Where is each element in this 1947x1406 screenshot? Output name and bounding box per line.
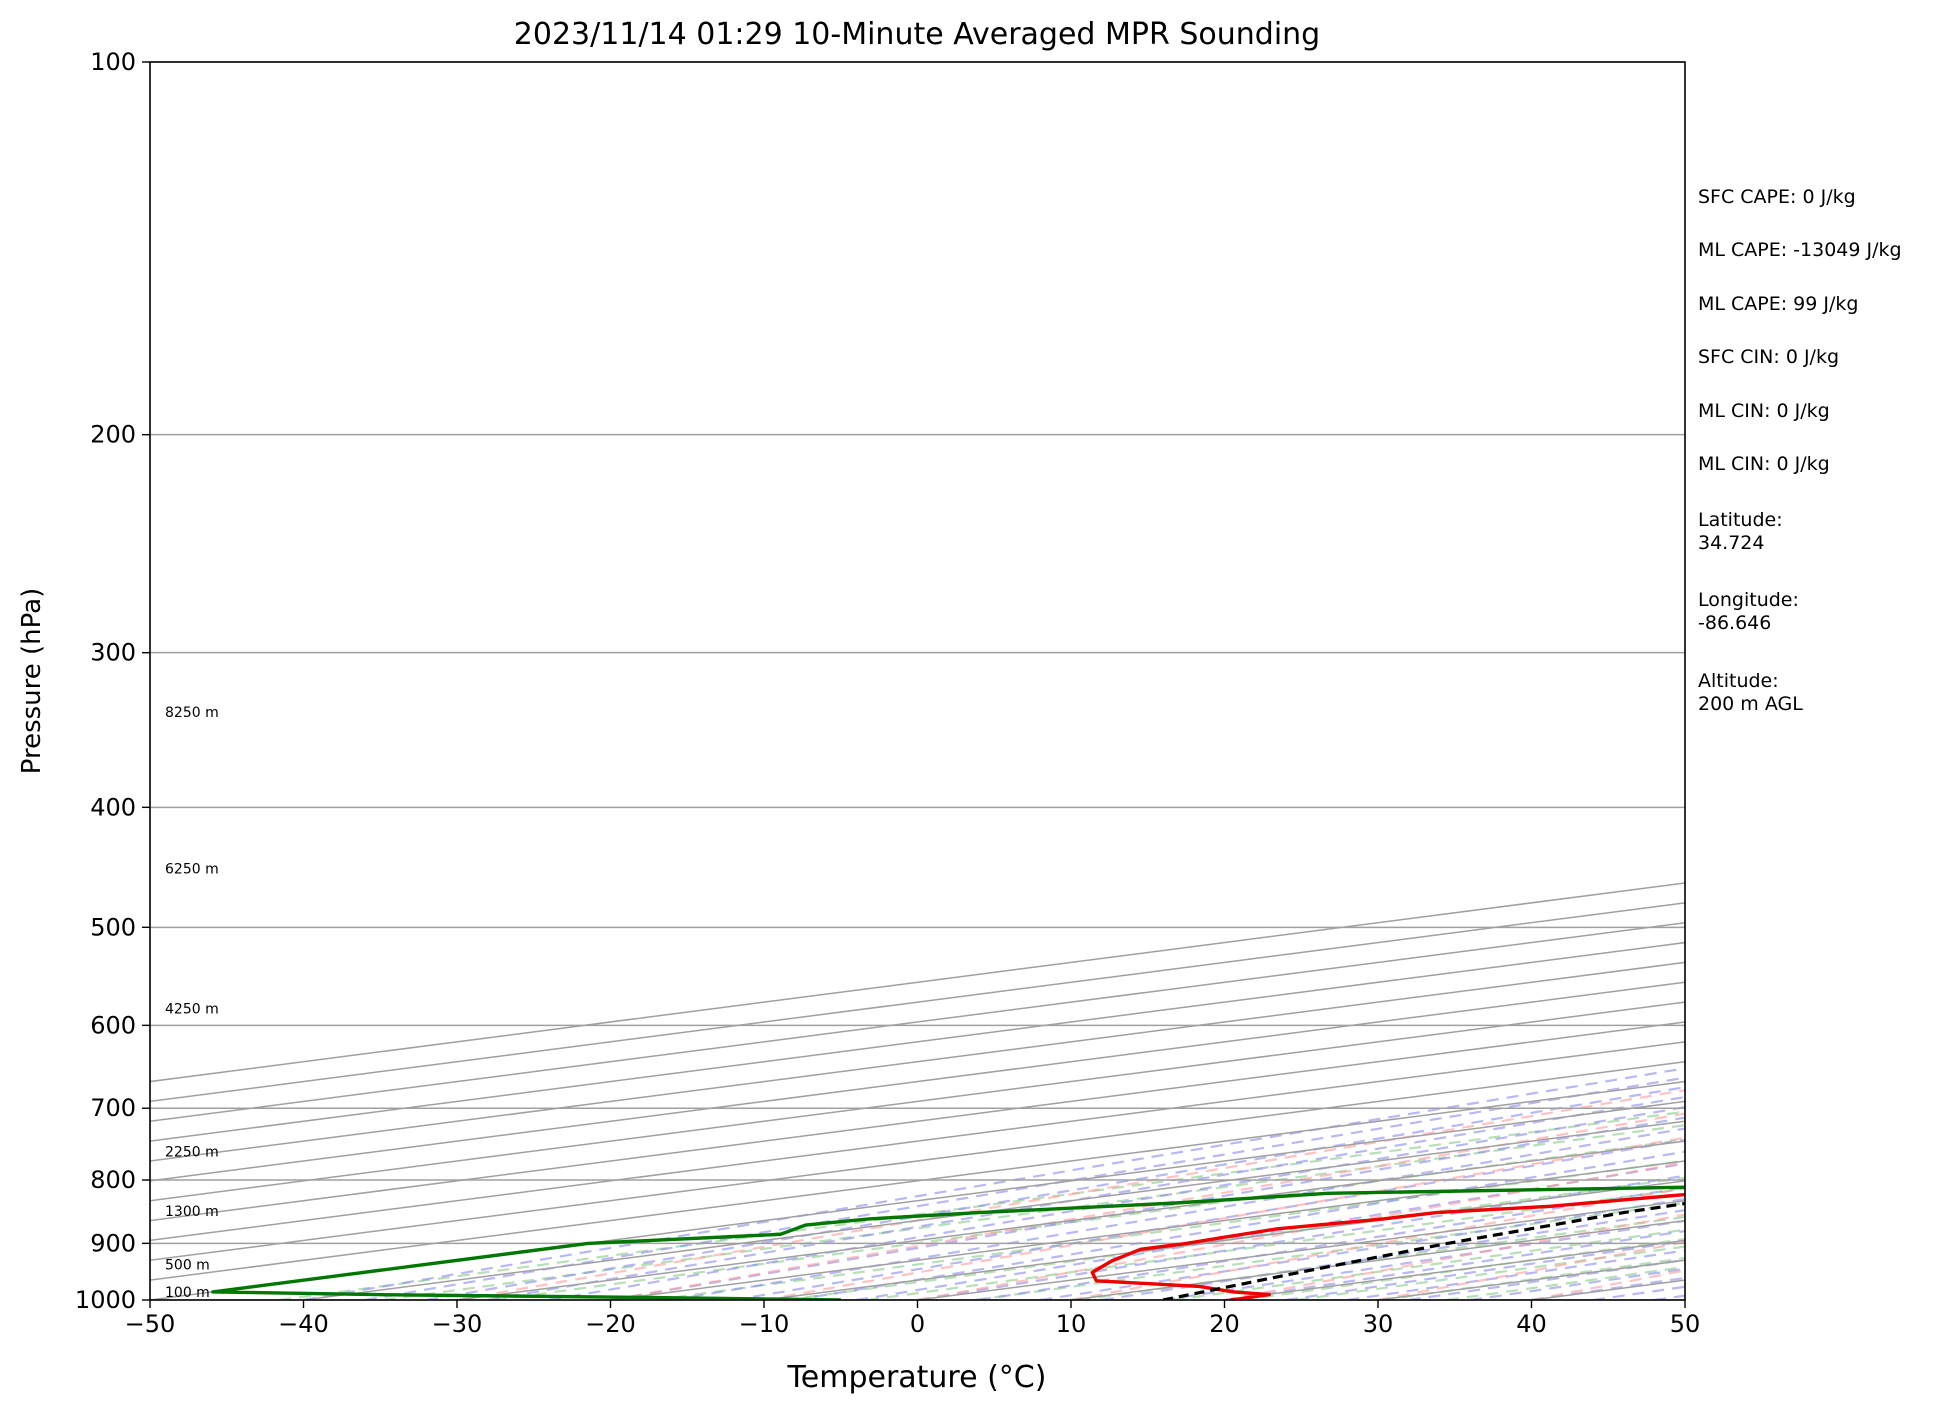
info-line: Latitude: 34.724 [1698, 509, 1783, 554]
isotherm-line [150, 1001, 1685, 1202]
mixing-ratio-line [1296, 1245, 1685, 1300]
height-label: 8250 m [165, 705, 219, 721]
y-tick-label: 1000 [75, 1286, 136, 1314]
y-tick-label: 400 [90, 793, 136, 821]
info-line: ML CIN: 0 J/kg [1698, 400, 1830, 422]
isotherm-line [150, 961, 1685, 1162]
y-tick-label: 200 [90, 421, 136, 449]
info-line: ML CIN: 0 J/kg [1698, 453, 1830, 475]
height-labels: 100 m 500 m 1300 m 2250 m 4250 m 6250 m 8250 m [165, 705, 219, 1301]
y-tick-label: 300 [90, 639, 136, 667]
info-line: ML CAPE: 99 J/kg [1698, 293, 1859, 315]
moist-adiabat-line [1040, 1197, 1685, 1300]
pressure-gridlines [150, 62, 1685, 1300]
dry-adiabat-line [1070, 1186, 1685, 1300]
x-tick-label: 40 [1516, 1310, 1547, 1338]
moist-adiabat-line [671, 1127, 1685, 1300]
data-series [211, 1185, 1685, 1300]
y-tick-label: 600 [90, 1011, 136, 1039]
dry-adiabat-line [610, 1112, 1685, 1300]
moist-adiabat-line [855, 1162, 1685, 1300]
dewpoint-line [211, 1185, 1685, 1300]
isotherm-line [150, 1060, 1685, 1262]
x-tick-label: 30 [1363, 1310, 1394, 1338]
moist-adiabat-line [303, 1067, 1685, 1300]
chart-title: 2023/11/14 01:29 10-Minute Averaged MPR … [514, 17, 1320, 52]
height-label: 500 m [165, 1257, 210, 1273]
x-tick-label: 10 [1056, 1310, 1087, 1338]
isotherm-line [150, 1041, 1685, 1242]
moist-adiabat-line [364, 1076, 1685, 1300]
info-line: Longitude: -86.646 [1698, 589, 1799, 634]
y-tick-label: 100 [90, 48, 136, 76]
isotherm-line [150, 1080, 1685, 1281]
height-label: 6250 m [165, 862, 219, 878]
x-tick-label: −10 [739, 1310, 790, 1338]
height-label: 2250 m [165, 1144, 219, 1160]
info-line: SFC CAPE: 0 J/kg [1698, 186, 1856, 208]
height-label: 1300 m [165, 1204, 219, 1220]
x-tick-label: −40 [278, 1310, 329, 1338]
x-axis-label: Temperature (°C) [787, 1360, 1047, 1395]
mixing-ratio-line [1381, 1257, 1685, 1300]
x-axis: −50 −40 −30 −20 −10 0 10 20 30 40 50 [125, 1300, 1701, 1338]
x-tick-label: 0 [910, 1310, 925, 1338]
moist-adiabat-line [610, 1116, 1685, 1300]
plot-background [150, 62, 1685, 1300]
y-axis-label: Pressure (hPa) [17, 588, 47, 775]
isotherm-line [150, 921, 1685, 1123]
x-tick-label: −20 [585, 1310, 636, 1338]
info-line: ML CAPE: -13049 J/kg [1698, 239, 1902, 261]
isotherms [150, 882, 1685, 1300]
y-tick-label: 900 [90, 1229, 136, 1257]
info-line: Altitude: 200 m AGL [1698, 670, 1803, 715]
y-tick-label: 800 [90, 1166, 136, 1194]
moist-adiabat-line [426, 1086, 1685, 1300]
height-label: 4250 m [165, 1001, 219, 1017]
height-label: 100 m [165, 1285, 210, 1301]
temperature-line [1090, 1192, 1685, 1300]
isotherm-line [150, 1021, 1685, 1222]
isotherm-line [150, 902, 1685, 1103]
y-axis: 1000 900 800 700 600 500 400 300 200 100 [75, 48, 150, 1314]
dry-adiabats [456, 1089, 1685, 1300]
x-tick-label: 50 [1670, 1310, 1701, 1338]
x-tick-label: −50 [125, 1310, 176, 1338]
x-tick-label: 20 [1209, 1310, 1240, 1338]
x-tick-label: −30 [432, 1310, 483, 1338]
y-tick-label: 500 [90, 913, 136, 941]
isotherm-line [150, 941, 1685, 1142]
info-line: SFC CIN: 0 J/kg [1698, 346, 1840, 368]
y-tick-label: 700 [90, 1094, 136, 1122]
moist-adiabat-line [548, 1106, 1685, 1300]
moist-adiabat-line [733, 1138, 1685, 1300]
isotherm-line [150, 981, 1685, 1182]
